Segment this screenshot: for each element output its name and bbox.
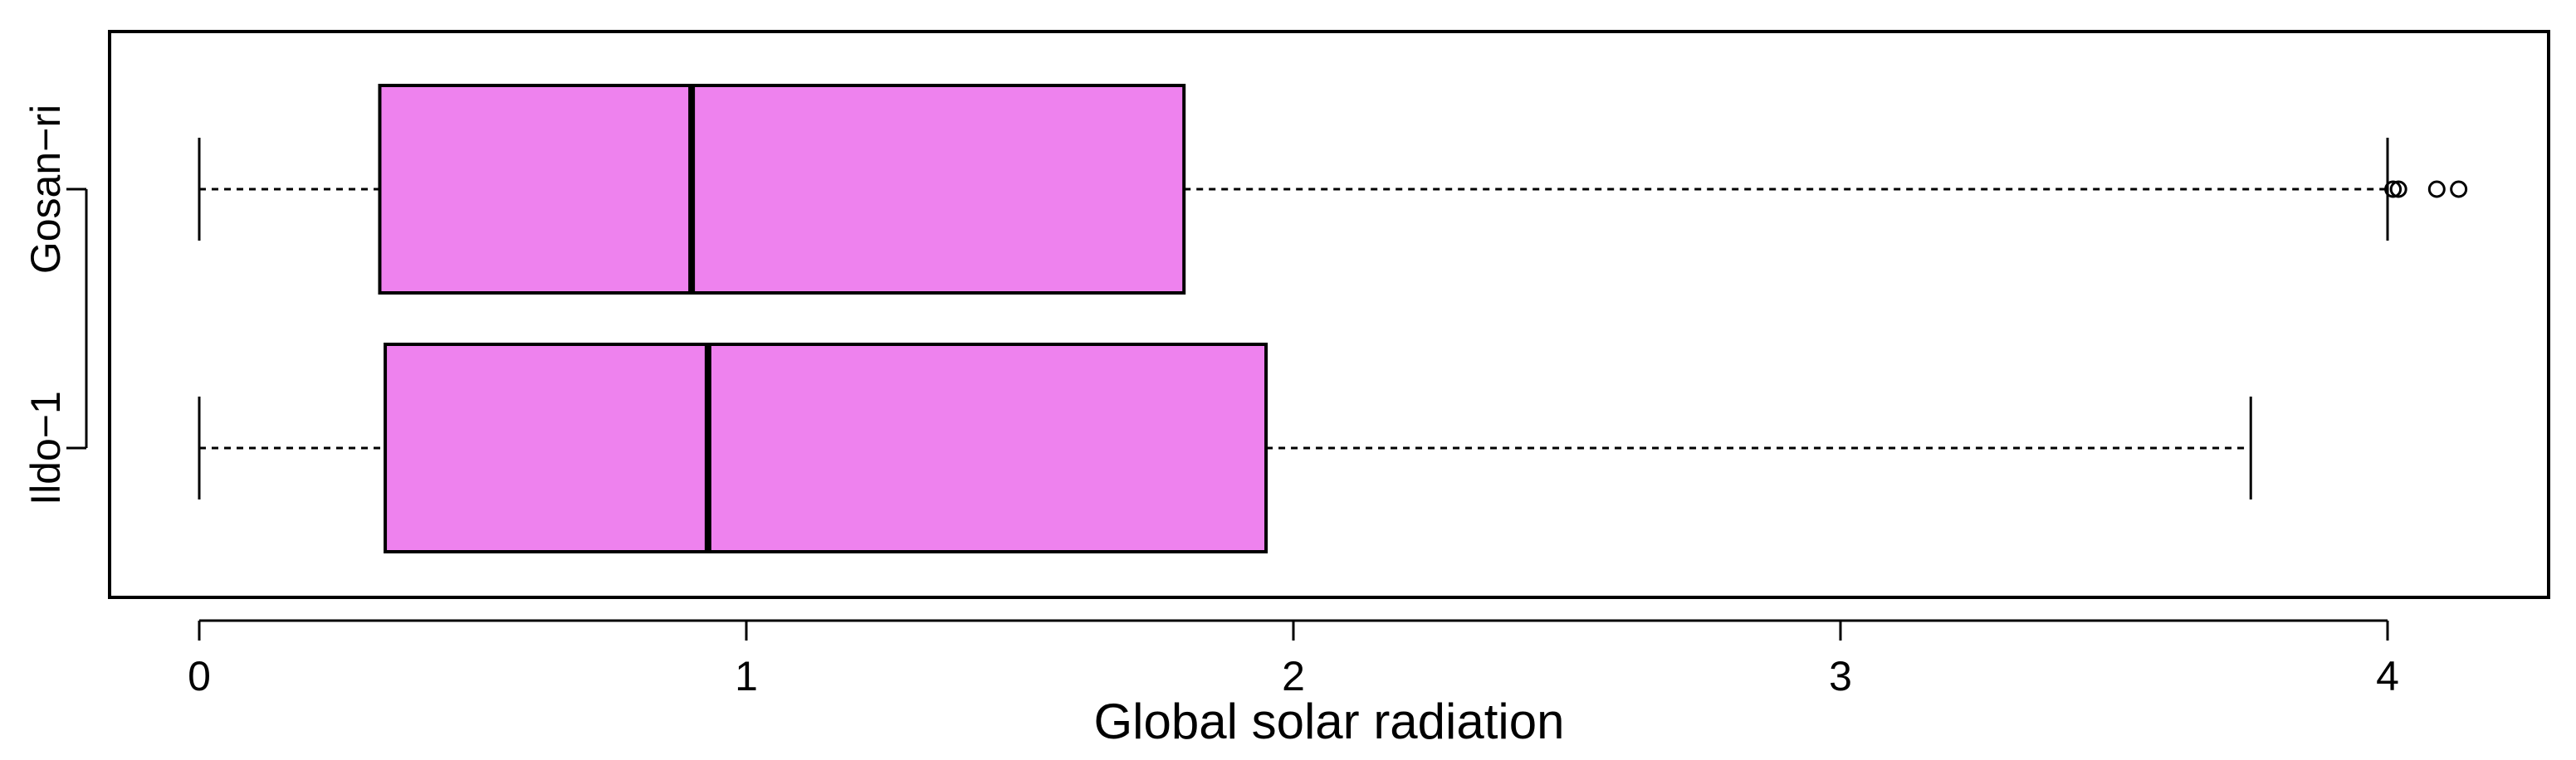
series-2-y-label: Ildo−1 <box>22 391 69 505</box>
x-tick-label: 0 <box>188 653 211 699</box>
x-tick-label: 1 <box>735 653 758 699</box>
series-1-outlier <box>2389 180 2407 198</box>
x-axis-label: Global solar radiation <box>1094 694 1565 749</box>
series-2-box <box>384 343 1268 553</box>
x-tick-label: 2 <box>1282 653 1305 699</box>
plot-frame <box>108 30 2550 599</box>
x-tick-label: 3 <box>1829 653 1852 699</box>
series-1-outlier <box>2427 180 2446 198</box>
series-1-y-label: Gosan−ri <box>22 105 69 274</box>
series-1-box <box>378 84 1186 295</box>
series-1-outlier <box>2450 180 2468 198</box>
series-1-outlier <box>2384 180 2402 198</box>
x-tick-label: 4 <box>2376 653 2399 699</box>
